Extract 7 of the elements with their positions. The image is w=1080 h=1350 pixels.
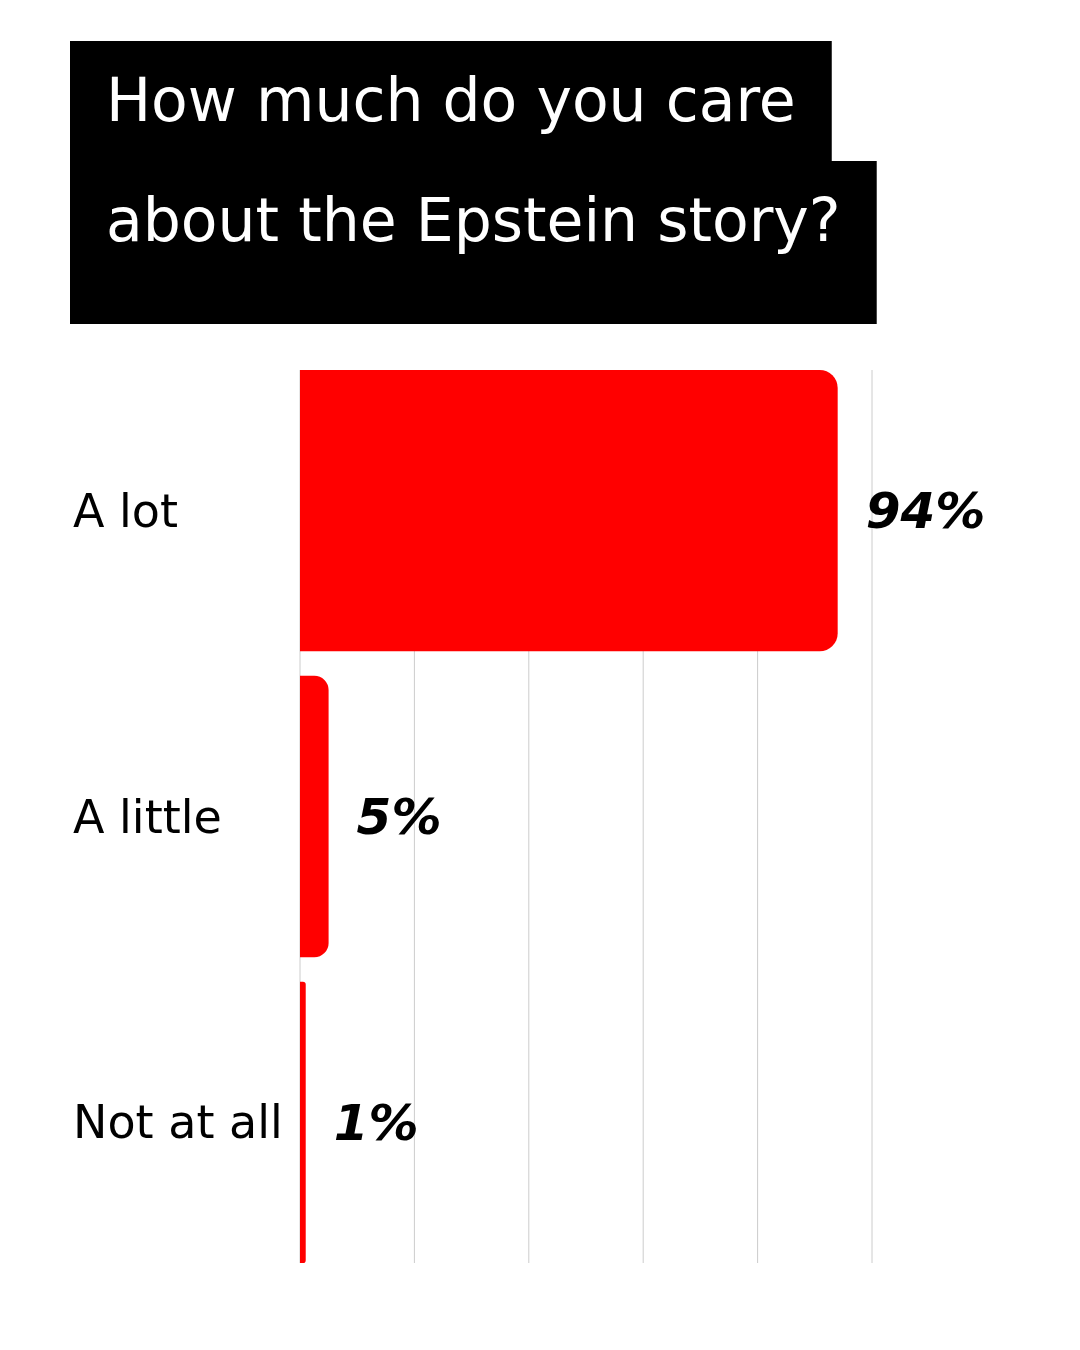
- y-tick-label: Not at all: [73, 1095, 283, 1150]
- y-tick-label: A little: [73, 789, 222, 844]
- y-tick-label: A lot: [73, 483, 179, 538]
- chart-title: How much do you care about the Epstein story?: [106, 65, 841, 255]
- data-label: 5%: [356, 788, 442, 846]
- data-label: 1%: [333, 1093, 419, 1152]
- data-label: 94%: [865, 482, 986, 541]
